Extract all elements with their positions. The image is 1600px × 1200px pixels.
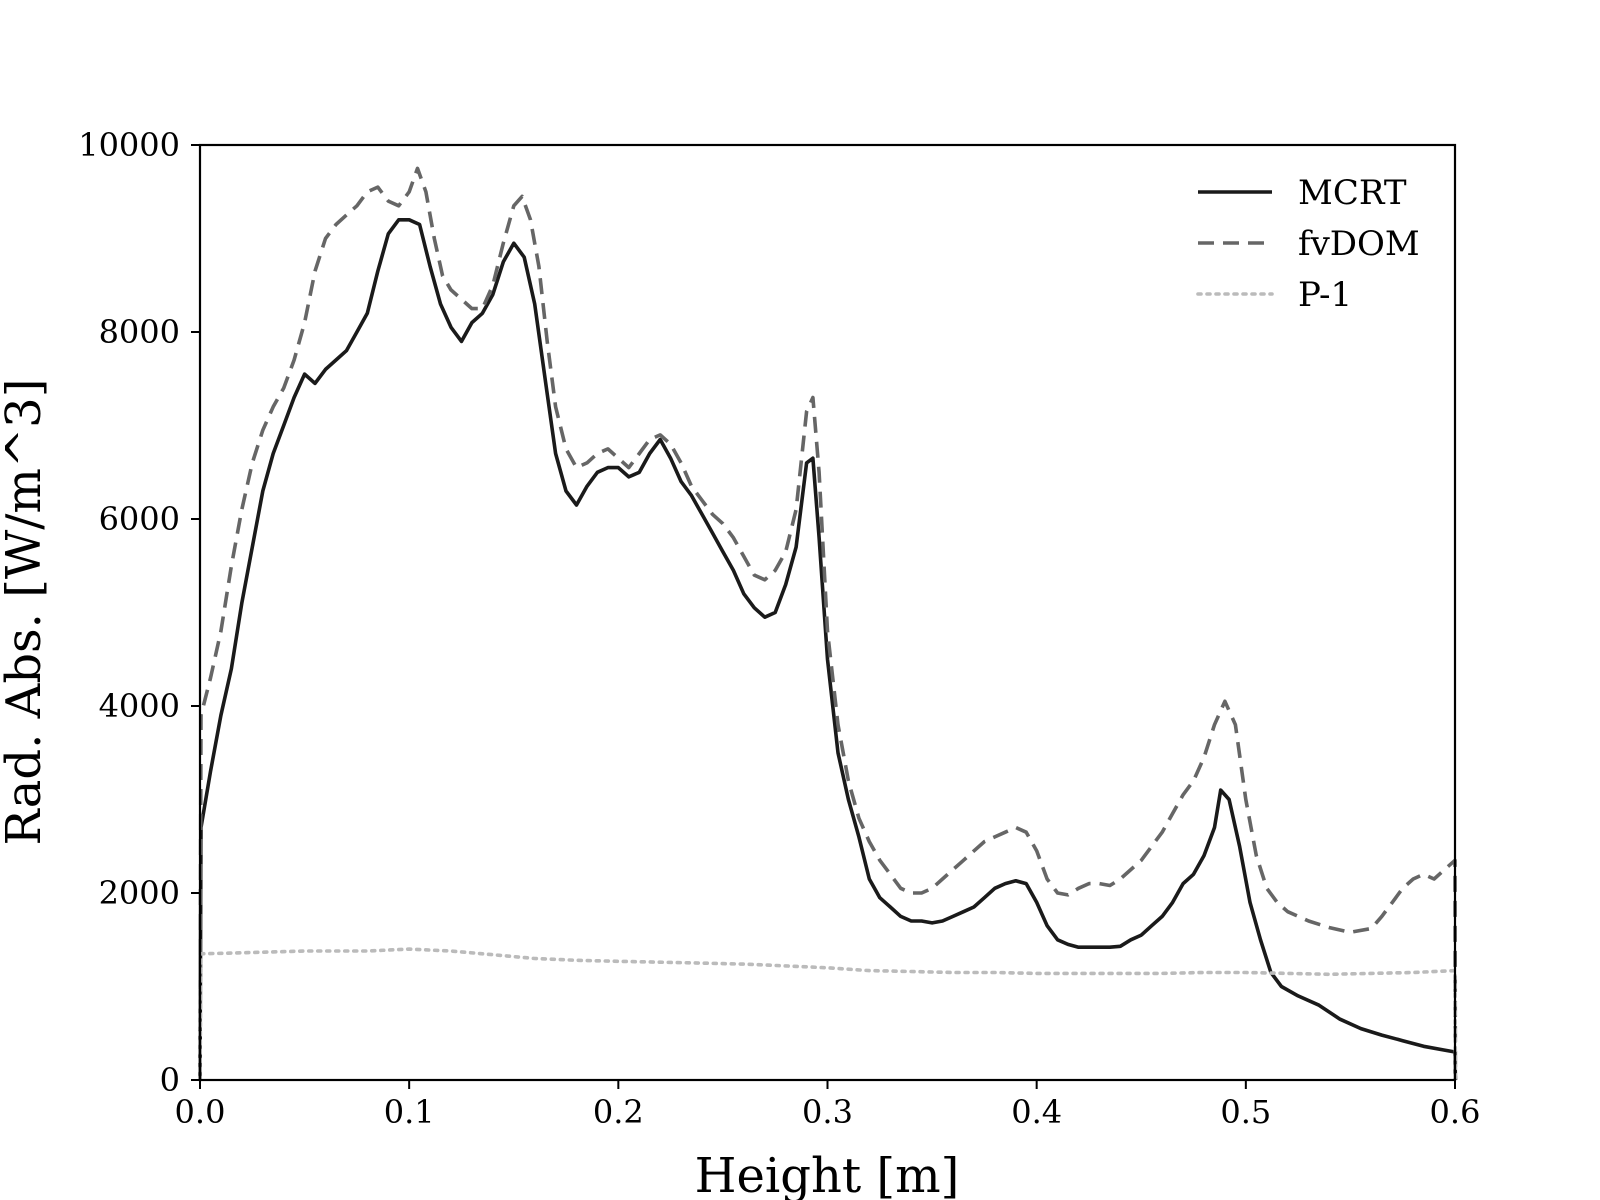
x-tick-label: 0.4 — [1011, 1093, 1062, 1131]
legend: MCRT fvDOM P-1 — [1196, 173, 1420, 315]
series-line-mcrt — [198, 218, 1458, 1081]
series-line-fvdom — [198, 166, 1458, 1081]
series-layer — [198, 166, 1458, 1082]
x-axis-label: Height [m] — [695, 1148, 960, 1200]
x-axis: 0.0 0.1 0.2 0.3 0.4 0.5 0.6 — [175, 1080, 1481, 1131]
plot-frame — [198, 143, 1457, 1082]
legend-label: fvDOM — [1298, 224, 1420, 264]
x-tick-label: 0.3 — [802, 1093, 853, 1131]
legend-label: MCRT — [1298, 173, 1407, 213]
y-axis: 0 2000 4000 6000 8000 10000 — [78, 126, 200, 1099]
y-tick-label: 0 — [160, 1061, 180, 1099]
y-tick-label: 2000 — [99, 874, 180, 912]
x-tick-label: 0.2 — [593, 1093, 644, 1131]
x-tick-label: 0.0 — [175, 1093, 226, 1131]
series-line-p-1 — [198, 947, 1458, 1082]
x-tick-label: 0.1 — [384, 1093, 435, 1131]
y-tick-label: 6000 — [99, 500, 180, 538]
y-tick-label: 4000 — [99, 687, 180, 725]
y-axis-label: Rad. Abs. [W/m^3] — [0, 379, 52, 846]
y-tick-label: 10000 — [78, 126, 180, 164]
x-tick-label: 0.6 — [1430, 1093, 1481, 1131]
legend-label: P-1 — [1298, 275, 1352, 315]
x-tick-label: 0.5 — [1220, 1093, 1271, 1131]
y-tick-label: 8000 — [99, 313, 180, 351]
